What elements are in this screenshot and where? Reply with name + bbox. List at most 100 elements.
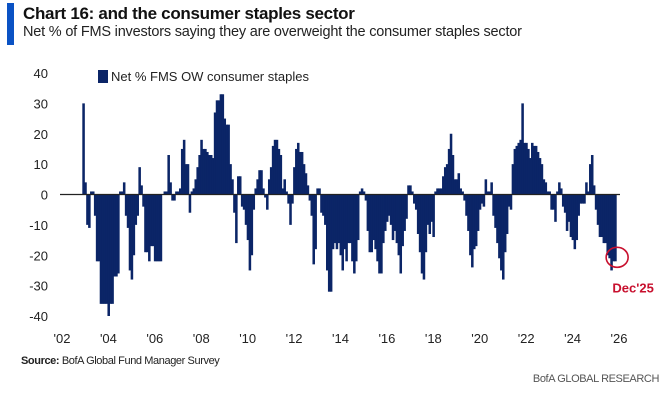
bar bbox=[291, 194, 294, 204]
bar bbox=[264, 194, 267, 198]
bar bbox=[577, 194, 580, 216]
bar bbox=[138, 167, 141, 195]
bar bbox=[432, 194, 435, 238]
bar bbox=[103, 194, 107, 304]
bar bbox=[370, 194, 374, 253]
bar bbox=[198, 155, 201, 195]
bar bbox=[130, 194, 134, 280]
bar bbox=[471, 194, 474, 268]
bar bbox=[554, 194, 557, 222]
bar bbox=[136, 194, 139, 216]
bar bbox=[144, 194, 147, 253]
bar bbox=[179, 188, 182, 195]
bar bbox=[509, 194, 513, 210]
bar bbox=[387, 194, 391, 216]
bar bbox=[171, 194, 174, 201]
bar bbox=[488, 191, 491, 195]
bar bbox=[217, 100, 221, 195]
legend-label: Net % FMS OW consumer staples bbox=[111, 69, 309, 84]
bar bbox=[490, 182, 493, 195]
bar bbox=[416, 194, 420, 234]
bar bbox=[293, 167, 296, 195]
x-tick-label: '12 bbox=[286, 331, 303, 346]
bar bbox=[159, 194, 163, 262]
bar bbox=[451, 155, 455, 195]
x-tick-label: '14 bbox=[332, 331, 349, 346]
bar bbox=[589, 164, 592, 195]
source-note: Source: BofA Global Fund Manager Survey bbox=[21, 355, 220, 367]
bar bbox=[461, 191, 464, 195]
bar bbox=[235, 194, 238, 244]
bar bbox=[252, 194, 256, 210]
bar bbox=[602, 194, 606, 244]
bar bbox=[384, 194, 387, 231]
bar bbox=[573, 194, 577, 250]
bar bbox=[190, 191, 194, 195]
chart-title: Chart 16: and the consumer staples secto… bbox=[23, 4, 355, 23]
bar bbox=[113, 194, 116, 277]
bar bbox=[500, 194, 503, 271]
bar bbox=[134, 194, 138, 225]
bar bbox=[182, 139, 186, 195]
bar bbox=[389, 194, 393, 225]
annotation-label: Dec'25 bbox=[612, 280, 653, 295]
bar bbox=[513, 148, 517, 195]
bar bbox=[434, 191, 437, 195]
bar-chart: 40 30 20 10 0 -10 -20 -30 -40 '02 '04 '06 '08 '10 '12… bbox=[29, 66, 654, 346]
bar bbox=[227, 124, 230, 195]
bar bbox=[331, 194, 335, 250]
bar bbox=[378, 194, 381, 274]
bar bbox=[318, 188, 321, 195]
bar bbox=[163, 191, 167, 195]
x-tick-label: '08 bbox=[193, 331, 210, 346]
bar bbox=[200, 139, 203, 195]
bar bbox=[262, 188, 265, 195]
x-tick-label: '06 bbox=[146, 331, 163, 346]
bar bbox=[250, 194, 254, 256]
bar bbox=[304, 173, 308, 195]
bar bbox=[374, 194, 377, 250]
bar bbox=[86, 194, 89, 225]
bar bbox=[229, 164, 232, 195]
bar bbox=[175, 191, 178, 195]
bar bbox=[320, 194, 323, 213]
y-tick-label: 40 bbox=[34, 66, 48, 81]
bar bbox=[505, 194, 509, 234]
bar bbox=[221, 94, 225, 195]
source-text: BofA Global Fund Manager Survey bbox=[61, 355, 220, 367]
bar bbox=[238, 176, 242, 195]
bar bbox=[453, 179, 457, 195]
bar bbox=[267, 179, 271, 195]
bar bbox=[126, 194, 130, 228]
bar bbox=[296, 142, 300, 195]
title-accent-bar bbox=[7, 3, 14, 45]
bar bbox=[482, 194, 486, 207]
bar bbox=[204, 148, 207, 195]
bar bbox=[202, 148, 205, 195]
bar bbox=[310, 194, 314, 216]
bar bbox=[153, 194, 157, 262]
bar bbox=[484, 179, 488, 195]
x-tick-label: '18 bbox=[425, 331, 442, 346]
bar bbox=[148, 194, 151, 262]
bar bbox=[105, 194, 109, 304]
x-tick-label: '22 bbox=[518, 331, 535, 346]
bar bbox=[119, 191, 122, 195]
bar bbox=[592, 185, 596, 195]
bar bbox=[316, 188, 319, 195]
bar bbox=[409, 185, 412, 195]
bar bbox=[285, 191, 288, 195]
bar bbox=[298, 151, 302, 195]
bar bbox=[248, 194, 252, 271]
bar bbox=[478, 194, 482, 210]
bar bbox=[355, 194, 358, 262]
bar bbox=[372, 194, 375, 241]
bar bbox=[283, 179, 286, 195]
bar bbox=[393, 194, 397, 231]
bar bbox=[610, 194, 613, 271]
bar bbox=[569, 194, 573, 238]
bar bbox=[459, 188, 462, 195]
bar bbox=[405, 194, 408, 219]
bar bbox=[515, 145, 519, 195]
bar bbox=[140, 185, 143, 195]
